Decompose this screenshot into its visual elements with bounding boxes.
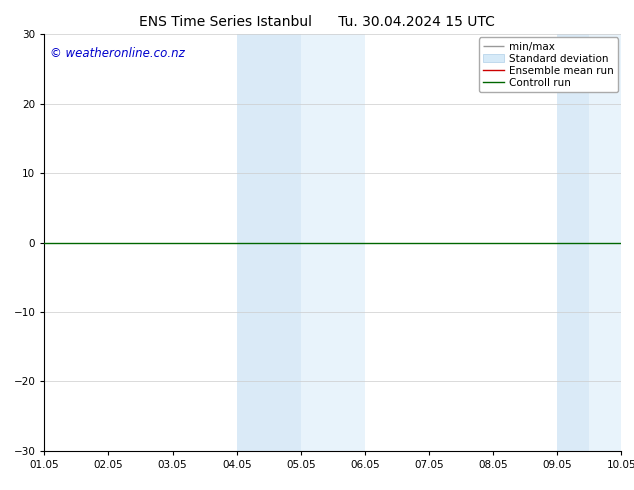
Text: © weatheronline.co.nz: © weatheronline.co.nz (50, 47, 185, 60)
Text: ENS Time Series Istanbul      Tu. 30.04.2024 15 UTC: ENS Time Series Istanbul Tu. 30.04.2024 … (139, 15, 495, 29)
Bar (236, 34, 301, 451)
Bar (589, 34, 621, 451)
Legend: min/max, Standard deviation, Ensemble mean run, Controll run: min/max, Standard deviation, Ensemble me… (479, 37, 618, 92)
Bar (557, 34, 589, 451)
Bar (301, 34, 365, 451)
